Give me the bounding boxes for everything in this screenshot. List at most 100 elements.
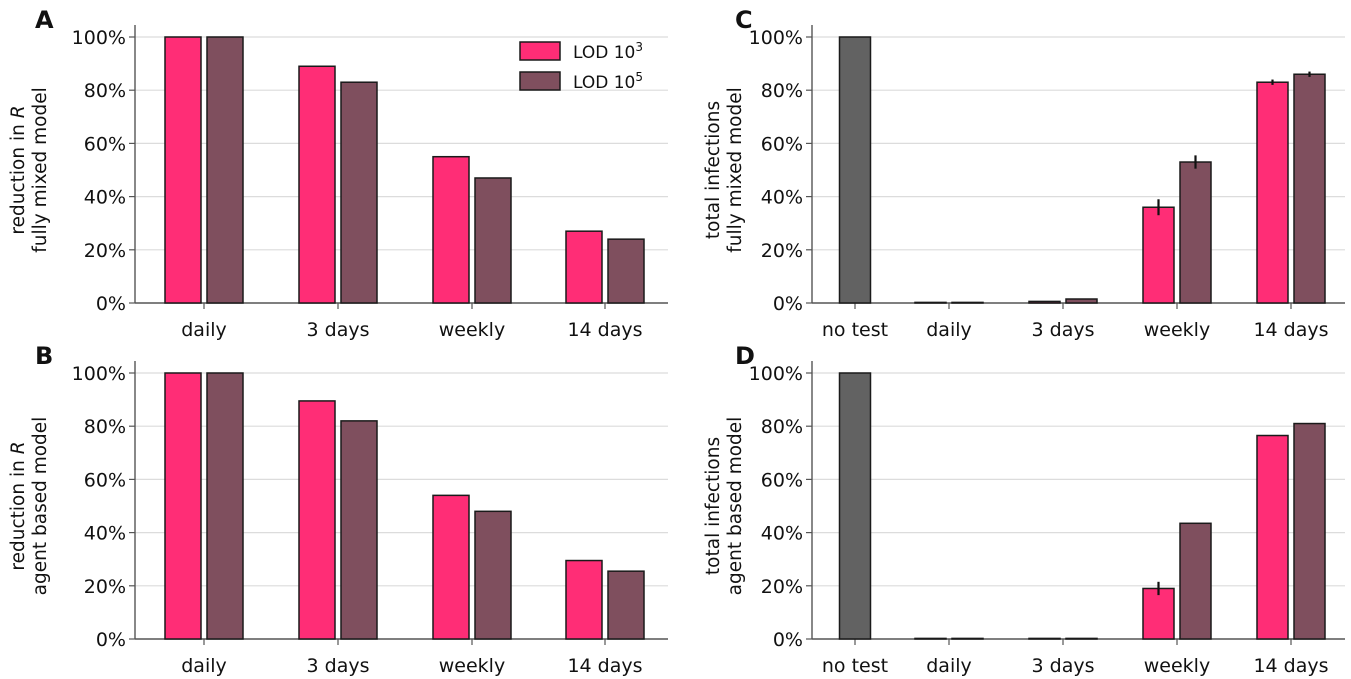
y-axis-label-line: total infections — [703, 437, 724, 575]
legend-swatch — [519, 41, 561, 61]
bar-lod3 — [565, 230, 603, 304]
y-axis-label-line: total infections — [703, 101, 724, 239]
bar-lod5 — [474, 177, 512, 304]
bar-lod3 — [164, 36, 202, 304]
bar-lod5 — [474, 510, 512, 640]
y-axis-label-italic: R — [8, 441, 29, 454]
bar-lod5 — [1065, 637, 1098, 640]
y-tick-label: 0% — [96, 293, 126, 315]
legend-label-exponent: 5 — [635, 70, 643, 84]
bar-lod5 — [1179, 522, 1212, 640]
y-axis-label: total infectionsfully mixed model — [703, 87, 746, 253]
y-axis-label: reduction in Ragent based model — [8, 417, 51, 596]
bar-lod3 — [914, 301, 947, 304]
x-tick-label: 14 days — [1253, 655, 1328, 677]
legend-label: LOD 105 — [573, 70, 643, 93]
y-tick-label: 80% — [84, 416, 126, 438]
bar-lod3 — [1142, 206, 1175, 304]
x-tick-label: weekly — [439, 319, 505, 341]
x-tick-label: 14 days — [567, 319, 642, 341]
bar-lod5 — [607, 570, 645, 640]
x-tick-label: daily — [926, 319, 972, 341]
legend-label-exponent: 3 — [635, 40, 643, 54]
bar-lod5 — [206, 36, 244, 304]
y-tick-label: 60% — [84, 133, 126, 155]
legend-label-base: LOD 10 — [573, 43, 635, 63]
y-tick-label: 100% — [749, 27, 803, 49]
x-tick-label: 14 days — [567, 655, 642, 677]
bar-baseline — [838, 36, 872, 304]
y-axis-label-line: agent based model — [30, 417, 51, 596]
bar-lod5 — [951, 301, 984, 304]
bar-lod5 — [1179, 161, 1212, 304]
y-tick-label: 100% — [72, 363, 126, 385]
y-tick-label: 80% — [761, 80, 803, 102]
y-axis-label-line: fully mixed model — [30, 87, 51, 253]
legend-swatch — [519, 71, 561, 91]
bar-lod5 — [340, 81, 378, 304]
bar-baseline — [838, 372, 872, 640]
panel-letter: A — [35, 6, 54, 34]
bar-lod3 — [1028, 637, 1061, 640]
bar-lod5 — [206, 372, 244, 640]
y-tick-label: 40% — [84, 187, 126, 209]
y-axis-label: total infectionsagent based model — [703, 417, 746, 596]
bar-lod3 — [1028, 300, 1061, 304]
panel-letter: D — [735, 342, 755, 370]
y-tick-label: 20% — [761, 240, 803, 262]
y-tick-label: 100% — [72, 27, 126, 49]
y-tick-label: 80% — [84, 80, 126, 102]
bar-lod3 — [1256, 81, 1289, 304]
y-tick-label: 20% — [84, 240, 126, 262]
x-tick-label: daily — [181, 655, 227, 677]
y-tick-label: 100% — [749, 363, 803, 385]
bar-lod5 — [1293, 73, 1326, 304]
legend-label: LOD 103 — [573, 40, 643, 63]
y-axis-label-line: agent based model — [725, 417, 746, 596]
x-tick-label: 3 days — [307, 319, 370, 341]
y-tick-label: 0% — [773, 293, 803, 315]
bar-lod3 — [432, 155, 470, 304]
panel-letter: C — [735, 6, 753, 34]
y-tick-label: 60% — [84, 469, 126, 491]
x-tick-label: daily — [926, 655, 972, 677]
bar-lod3 — [164, 372, 202, 640]
x-tick-label: 3 days — [1032, 319, 1095, 341]
y-tick-label: 0% — [96, 629, 126, 651]
y-tick-label: 60% — [761, 133, 803, 155]
x-tick-label: weekly — [439, 655, 505, 677]
y-tick-label: 60% — [761, 469, 803, 491]
bar-lod5 — [1293, 422, 1326, 640]
x-tick-label: 3 days — [307, 655, 370, 677]
y-tick-label: 20% — [84, 576, 126, 598]
bar-lod3 — [1256, 434, 1289, 640]
bar-lod3 — [432, 494, 470, 640]
bar-lod3 — [565, 559, 603, 640]
x-tick-label: no test — [822, 319, 888, 341]
panel-letter: B — [35, 342, 53, 370]
y-tick-label: 40% — [84, 523, 126, 545]
bar-lod3 — [1142, 587, 1175, 640]
x-tick-label: no test — [822, 655, 888, 677]
bar-lod5 — [607, 238, 645, 304]
x-tick-label: 3 days — [1032, 655, 1095, 677]
bar-lod3 — [914, 637, 947, 640]
y-axis-label: reduction in Rfully mixed model — [8, 87, 51, 253]
bar-lod3 — [298, 65, 336, 304]
y-tick-label: 40% — [761, 523, 803, 545]
bar-lod5 — [1065, 298, 1098, 304]
bar-lod3 — [298, 400, 336, 640]
y-axis-label-italic: R — [8, 105, 29, 118]
x-tick-label: weekly — [1144, 319, 1210, 341]
x-tick-label: daily — [181, 319, 227, 341]
x-tick-label: weekly — [1144, 655, 1210, 677]
bar-lod5 — [340, 420, 378, 640]
y-tick-label: 40% — [761, 187, 803, 209]
bar-lod5 — [951, 637, 984, 640]
